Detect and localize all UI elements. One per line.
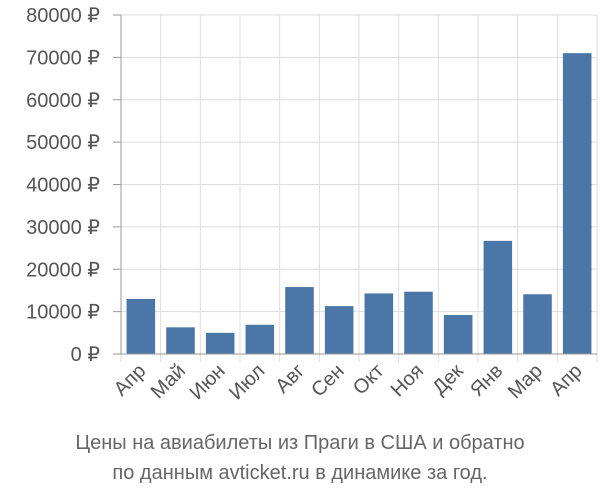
y-tick-label: 20000 ₽ (26, 259, 100, 281)
x-tick-label: Ноя (387, 360, 428, 401)
bar (523, 294, 552, 354)
bar (166, 327, 195, 354)
bar (483, 240, 513, 354)
x-tick-label: Май (147, 360, 190, 403)
bar (285, 287, 314, 354)
x-tick-label: Июн (186, 360, 230, 404)
y-tick-label: 0 ₽ (71, 344, 101, 366)
x-tick-label: Авг (271, 360, 309, 398)
bar (443, 315, 473, 354)
bar (205, 332, 235, 354)
x-tick-label: Сен (307, 360, 348, 401)
y-tick-label: 40000 ₽ (26, 175, 100, 197)
bar (324, 306, 354, 354)
y-tick-label: 50000 ₽ (26, 132, 100, 154)
y-tick-label: 70000 ₽ (26, 47, 100, 69)
y-tick-label: 30000 ₽ (26, 217, 100, 239)
bar (245, 324, 275, 354)
axes (113, 14, 597, 355)
x-tick-label: Мар (504, 360, 547, 403)
x-tick-label: Дек (429, 360, 468, 399)
bar (126, 298, 156, 354)
bar (562, 53, 592, 354)
y-tick-label: 80000 ₽ (26, 5, 100, 27)
x-tick-label: Апр (110, 360, 151, 401)
bars (126, 53, 592, 354)
y-tick-label: 10000 ₽ (26, 302, 100, 324)
chart-title-line-2: по данным avticket.ru в динамике за год. (112, 462, 488, 484)
x-tick-label: Окт (349, 360, 388, 399)
y-tick-labels: 0 ₽ 10000 ₽ 20000 ₽ 30000 ₽ 40000 ₽ 50000 ₽ 60… (26, 5, 100, 366)
chart-title-line-1: Цены на авиабилеты из Праги в США и обра… (75, 432, 525, 454)
x-tick-label: Июл (225, 360, 269, 404)
bar (404, 291, 433, 354)
bar (364, 293, 394, 354)
y-tick-label: 60000 ₽ (26, 90, 100, 112)
x-tick-label: Янв (466, 360, 507, 401)
grid (120, 14, 598, 362)
x-tick-label: Апр (546, 360, 587, 401)
